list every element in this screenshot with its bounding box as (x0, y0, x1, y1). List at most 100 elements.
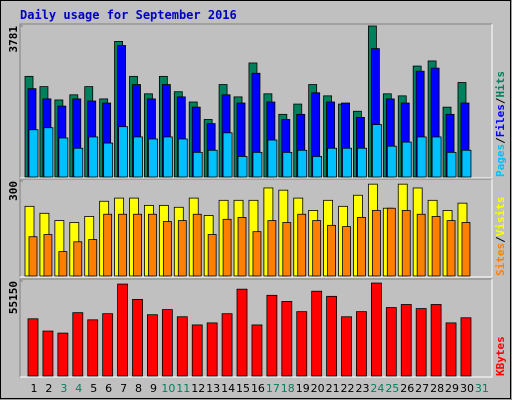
x-tick-label: 20 (311, 382, 325, 395)
bar (461, 149, 472, 178)
chart-title: Daily usage for September 2016 (20, 8, 237, 22)
bar (297, 149, 308, 178)
bar (43, 234, 53, 277)
bar (73, 147, 84, 178)
bar (431, 216, 441, 277)
bar (162, 221, 172, 277)
bar (266, 294, 278, 377)
bar (43, 127, 54, 178)
x-tick-label: 5 (90, 382, 97, 395)
bar (312, 156, 323, 178)
x-tick-label: 1 (31, 382, 38, 395)
bar (148, 213, 157, 277)
bar (400, 304, 412, 377)
bar (430, 304, 442, 377)
legend-separator: / (494, 236, 507, 243)
legend: Pages/Files/Hits (494, 71, 507, 177)
bar (57, 332, 69, 377)
bar (72, 312, 84, 377)
bar (192, 151, 203, 178)
bar (221, 313, 233, 377)
bar (385, 307, 397, 377)
x-tick-label: 23 (355, 382, 369, 395)
bar (356, 311, 367, 377)
x-tick-label: 21 (326, 382, 340, 395)
bar (161, 309, 173, 377)
y-tick-label: 300 (7, 181, 20, 201)
x-tick-label: 16 (251, 382, 265, 395)
x-tick-label: 29 (445, 382, 459, 395)
bar (103, 213, 113, 277)
bar (87, 319, 99, 377)
legend-separator: / (494, 97, 507, 104)
bar (251, 324, 263, 377)
x-tick-label: 19 (296, 382, 310, 395)
x-tick-label: 6 (105, 382, 112, 395)
panel-border (19, 23, 492, 178)
bar (58, 251, 68, 277)
panel-border (20, 179, 493, 278)
bar (117, 283, 128, 377)
bar (326, 295, 338, 377)
bar (416, 136, 427, 178)
bar (401, 210, 411, 277)
x-tick-label: 7 (120, 382, 127, 395)
bar (401, 141, 412, 178)
legend-entry: KBytes (494, 336, 507, 376)
bar (177, 138, 188, 178)
bar (133, 213, 142, 277)
x-tick-label: 28 (430, 382, 444, 395)
bar (222, 132, 233, 178)
bar (148, 138, 158, 178)
x-tick-label: 12 (191, 382, 205, 395)
bar (102, 313, 114, 377)
bar (460, 317, 472, 377)
x-tick-label: 26 (400, 382, 414, 395)
bar (252, 231, 262, 277)
bar (386, 145, 397, 178)
bar (133, 136, 143, 178)
bar (327, 224, 337, 277)
bar (27, 318, 39, 377)
x-tick-label: 3 (60, 382, 67, 395)
bar (192, 213, 202, 277)
bar (222, 218, 232, 277)
bar (327, 147, 338, 178)
bar (446, 220, 456, 277)
bar (177, 220, 187, 277)
y-tick-label: 55150 (7, 281, 20, 314)
bar (207, 149, 218, 178)
bar (207, 234, 217, 277)
x-tick-label: 18 (281, 382, 295, 395)
bar (415, 308, 427, 377)
bar (416, 213, 426, 277)
x-tick-label: 10 (161, 382, 175, 395)
bar (118, 213, 127, 277)
bar (58, 137, 69, 178)
panel-border (19, 178, 492, 277)
x-tick-label: 9 (150, 382, 157, 395)
legend-separator: / (494, 137, 507, 144)
bar (191, 324, 203, 377)
bar (296, 311, 308, 377)
legend-entry: Pages (494, 144, 507, 177)
bar (73, 241, 83, 277)
bar (461, 222, 471, 277)
bar (445, 322, 457, 377)
bar (357, 217, 366, 277)
bar (162, 136, 173, 178)
legend-entry: Files (494, 104, 507, 137)
bar (267, 220, 277, 277)
bar (371, 210, 381, 277)
x-tick-label: 8 (135, 382, 142, 395)
bar (282, 151, 293, 178)
bar (237, 156, 248, 178)
legend-entry: Hits (494, 71, 507, 98)
bar (342, 147, 352, 178)
x-tick-label: 31 (475, 382, 489, 395)
legend-entry: Visits (494, 197, 507, 237)
bar (386, 207, 396, 277)
bar (311, 290, 323, 377)
